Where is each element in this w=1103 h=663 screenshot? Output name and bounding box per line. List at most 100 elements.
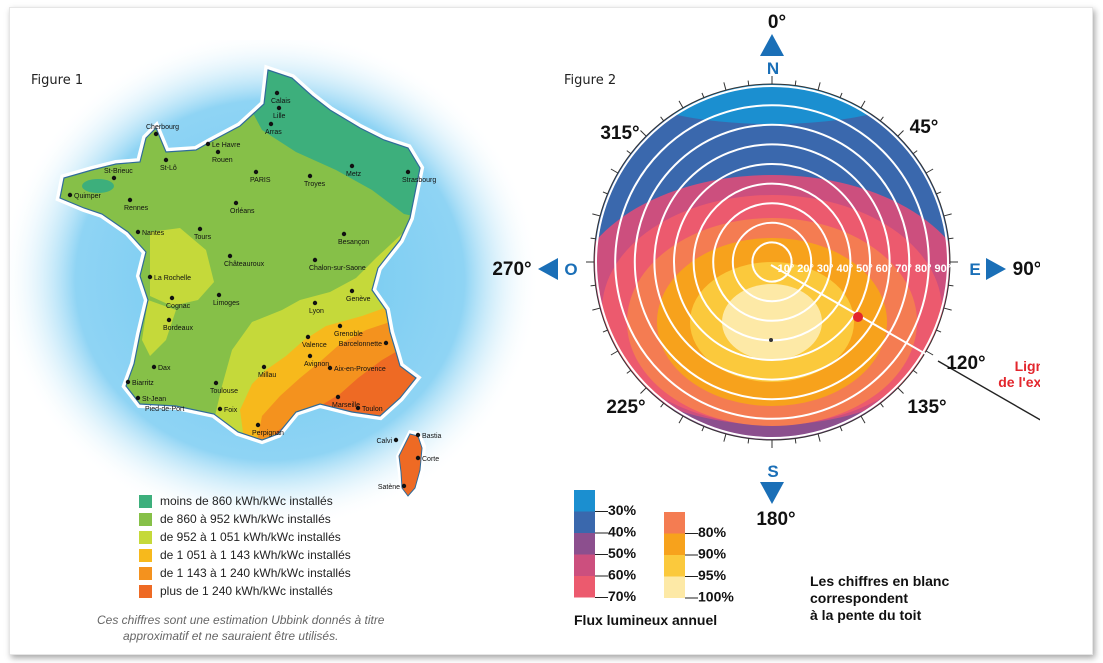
line-a-sublabel: de l'exemple (998, 374, 1040, 390)
city-dot (217, 406, 223, 412)
city-dot (349, 288, 355, 294)
city-label: Pied-de-Port (145, 406, 184, 413)
flux-swatch (664, 512, 685, 534)
west-degree: 270° (492, 259, 531, 280)
city-label: Perpignan (252, 430, 284, 437)
flux-label: 30% (608, 502, 637, 518)
compass-tick (860, 415, 866, 424)
compass-tick (936, 329, 942, 333)
legend-swatch (139, 584, 152, 598)
city-marker: Marseille (332, 394, 360, 409)
city-dot (227, 253, 233, 259)
city-marker: Besançon (338, 231, 369, 246)
flux-swatch (574, 490, 595, 512)
flux-label: 90% (698, 546, 727, 562)
legend-item: de 1 051 à 1 143 kWh/kWc installés (139, 546, 351, 564)
compass-tick (590, 237, 596, 240)
compass-tick (640, 387, 647, 394)
compass-tick (925, 168, 934, 174)
flux-label: 80% (698, 524, 727, 540)
city-dot (111, 175, 117, 181)
city-dot (312, 257, 318, 263)
city-marker: Calvi (376, 437, 399, 445)
city-label: Besançon (338, 239, 369, 246)
city-dot (135, 395, 141, 401)
compass-tick (701, 426, 705, 432)
city-marker: Corte (415, 455, 439, 463)
flux-swatch (664, 576, 685, 598)
note-line-1: Ces chiffres sont une estimation Ubbink … (97, 613, 385, 627)
flux-swatch (574, 533, 595, 555)
city-marker: Valence (302, 334, 327, 349)
slope-ring (614, 104, 930, 420)
city-label: Arras (265, 129, 282, 136)
city-dot (233, 200, 239, 206)
city-label: Nantes (142, 230, 165, 237)
degree-135: 135° (907, 397, 946, 418)
slope-caption-line-1: Les chiffres en blanc (810, 573, 950, 589)
north-arrow-icon (760, 34, 784, 56)
compass-tick (839, 426, 843, 432)
city-marker: Toulouse (210, 380, 238, 395)
city-label: Cognac (166, 303, 191, 310)
city-label: Bastia (422, 433, 442, 440)
city-marker: Lille (273, 105, 286, 120)
city-dot (355, 405, 361, 411)
flux-swatch (664, 555, 685, 577)
city-label: Valence (302, 342, 327, 349)
compass-tick (602, 329, 608, 333)
city-dot (305, 334, 311, 340)
france-map: Calais Lille Arras Cherbourg Le Havre Rouen St… (0, 40, 540, 530)
degree-315: 315° (600, 123, 639, 144)
city-dot (216, 292, 222, 298)
city-dot (349, 163, 355, 169)
map-legend: moins de 860 kWh/kWc installés de 860 à … (139, 492, 351, 600)
city-dot (268, 121, 274, 127)
city-marker: Metz (346, 163, 362, 178)
compass-tick (747, 438, 750, 444)
city-label: Aix-en-Provence (334, 366, 386, 373)
south-degree: 180° (756, 509, 795, 530)
compass-tick (943, 307, 952, 311)
compass-tick (590, 284, 596, 287)
city-label: Lille (273, 113, 286, 120)
note-line-2: approximatif et ne sauraient être utilis… (123, 629, 339, 643)
city-dot (327, 365, 333, 371)
city-dot (415, 455, 421, 461)
compass-tick (839, 92, 843, 98)
city-label: Toulouse (210, 388, 238, 395)
city-marker: Bastia (415, 432, 442, 440)
compass-tick (592, 307, 601, 311)
city-marker: Avignon (304, 353, 329, 368)
city-label: St-Brieuc (104, 168, 133, 175)
city-dot (213, 380, 219, 386)
city-marker: Arras (265, 121, 282, 136)
city-marker: Aix-en-Provence (327, 365, 386, 373)
slope-ring (731, 221, 813, 303)
slope-label: 40° (836, 263, 853, 275)
city-label: Millau (258, 372, 276, 379)
city-marker: Satène (378, 483, 407, 491)
degree-45: 45° (910, 117, 939, 138)
city-label: Grenoble (334, 331, 363, 338)
flux-swatch (664, 533, 685, 555)
slope-caption-line-3: à la pente du toit (810, 607, 922, 623)
slope-label: 10° (778, 263, 795, 275)
city-label: Marseille (332, 402, 360, 409)
flux-swatch (574, 576, 595, 598)
city-marker: Toulon (355, 405, 383, 413)
city-label: Troyes (304, 181, 326, 188)
estimation-note: Ces chiffres sont une estimation Ubbink … (97, 612, 477, 644)
city-label: PARIS (250, 177, 271, 184)
compass-tick (817, 433, 821, 442)
line-a-label: Ligne A (1015, 358, 1040, 374)
slope-label: 60° (876, 263, 893, 275)
slope-ring (673, 163, 871, 361)
compass-tick (610, 168, 619, 174)
compass-tick (948, 237, 954, 240)
city-label: Le Havre (212, 142, 241, 149)
city-dot (335, 394, 341, 400)
east-letter: E (969, 260, 980, 279)
city-marker: Orléans (230, 200, 255, 215)
city-dot (67, 192, 73, 198)
